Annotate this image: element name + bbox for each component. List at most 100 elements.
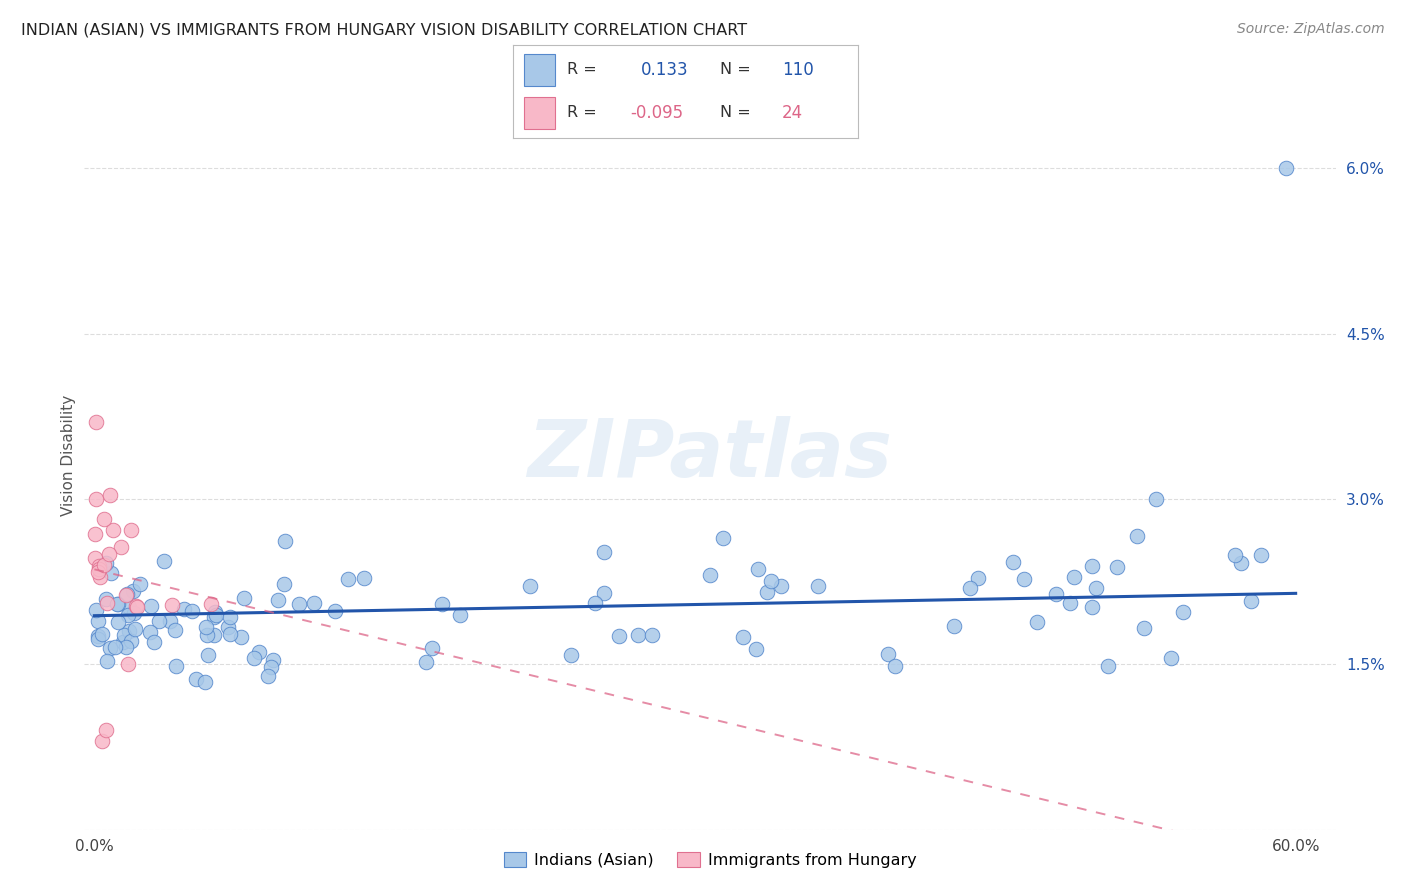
Point <box>98 641 121 656</box>
Point <box>699 568 721 582</box>
Point <box>110 540 132 554</box>
Point <box>274 534 297 549</box>
Point <box>165 624 187 638</box>
Point <box>217 620 239 634</box>
Point <box>1229 556 1251 570</box>
Point <box>233 591 256 606</box>
Point <box>759 574 782 589</box>
Point <box>98 547 121 561</box>
Legend: Indians (Asian), Immigrants from Hungary: Indians (Asian), Immigrants from Hungary <box>498 845 922 874</box>
Point <box>1144 491 1167 506</box>
Point <box>1223 548 1246 562</box>
Point <box>430 597 453 611</box>
Point <box>87 565 110 579</box>
Point <box>117 608 139 623</box>
Point <box>86 491 108 506</box>
Point <box>86 415 108 429</box>
Point <box>641 627 664 641</box>
Point <box>114 628 136 642</box>
Point <box>121 633 143 648</box>
Point <box>1012 572 1035 586</box>
Text: R =: R = <box>567 105 596 120</box>
Text: N =: N = <box>720 62 751 78</box>
Point <box>87 614 110 628</box>
Point <box>91 734 114 748</box>
Point <box>200 597 222 611</box>
Point <box>302 596 325 610</box>
Point <box>1001 555 1024 569</box>
Point <box>519 578 541 592</box>
Point <box>181 604 204 618</box>
Text: 0.133: 0.133 <box>641 61 689 78</box>
Point <box>202 610 225 624</box>
Point <box>876 647 898 661</box>
Point <box>449 608 471 623</box>
Point <box>218 609 240 624</box>
Point <box>96 556 118 570</box>
Point <box>1133 621 1156 635</box>
Point <box>96 654 118 668</box>
Point <box>104 640 127 654</box>
Point <box>105 597 128 611</box>
Point <box>943 619 966 633</box>
Point <box>218 627 240 641</box>
Point <box>122 607 145 621</box>
Point <box>143 635 166 649</box>
Point <box>89 570 111 584</box>
Text: 110: 110 <box>782 61 814 78</box>
Point <box>884 658 907 673</box>
Point <box>100 566 122 580</box>
Point <box>173 602 195 616</box>
Bar <box>523 54 554 86</box>
Point <box>769 579 792 593</box>
Point <box>1105 559 1128 574</box>
Point <box>84 527 107 541</box>
Point <box>141 599 163 613</box>
Point <box>243 650 266 665</box>
Point <box>86 603 108 617</box>
Y-axis label: Vision Disability: Vision Disability <box>60 394 76 516</box>
Point <box>1059 596 1081 610</box>
Point <box>583 596 606 610</box>
Point <box>756 584 779 599</box>
Point <box>1081 599 1104 614</box>
Point <box>118 624 141 638</box>
Point <box>204 607 226 622</box>
Point <box>165 659 187 673</box>
Bar <box>523 97 554 129</box>
Point <box>122 583 145 598</box>
Text: -0.095: -0.095 <box>630 104 683 122</box>
Point <box>1171 605 1194 619</box>
Point <box>353 572 375 586</box>
Point <box>115 640 138 655</box>
Point <box>194 675 217 690</box>
Point <box>159 614 181 628</box>
Point <box>120 523 142 537</box>
Point <box>1240 594 1263 608</box>
Point <box>197 628 219 642</box>
Point <box>747 562 769 576</box>
Point <box>288 597 311 611</box>
Point <box>420 641 443 656</box>
Point <box>93 512 115 526</box>
Point <box>1084 581 1107 595</box>
Point <box>592 586 614 600</box>
Text: INDIAN (ASIAN) VS IMMIGRANTS FROM HUNGARY VISION DISABILITY CORRELATION CHART: INDIAN (ASIAN) VS IMMIGRANTS FROM HUNGAR… <box>21 22 747 37</box>
Point <box>256 668 278 682</box>
Point <box>87 629 110 643</box>
Point <box>1026 615 1049 630</box>
Point <box>194 620 217 634</box>
Text: R =: R = <box>567 62 596 78</box>
Point <box>93 558 115 573</box>
Point <box>744 642 766 657</box>
Point <box>107 615 129 630</box>
Point <box>115 587 138 601</box>
Point <box>117 657 139 671</box>
Point <box>229 631 252 645</box>
Point <box>184 672 207 686</box>
Point <box>107 597 129 611</box>
Point <box>259 660 281 674</box>
Text: N =: N = <box>720 105 751 120</box>
Point <box>87 632 110 646</box>
Point <box>959 581 981 595</box>
